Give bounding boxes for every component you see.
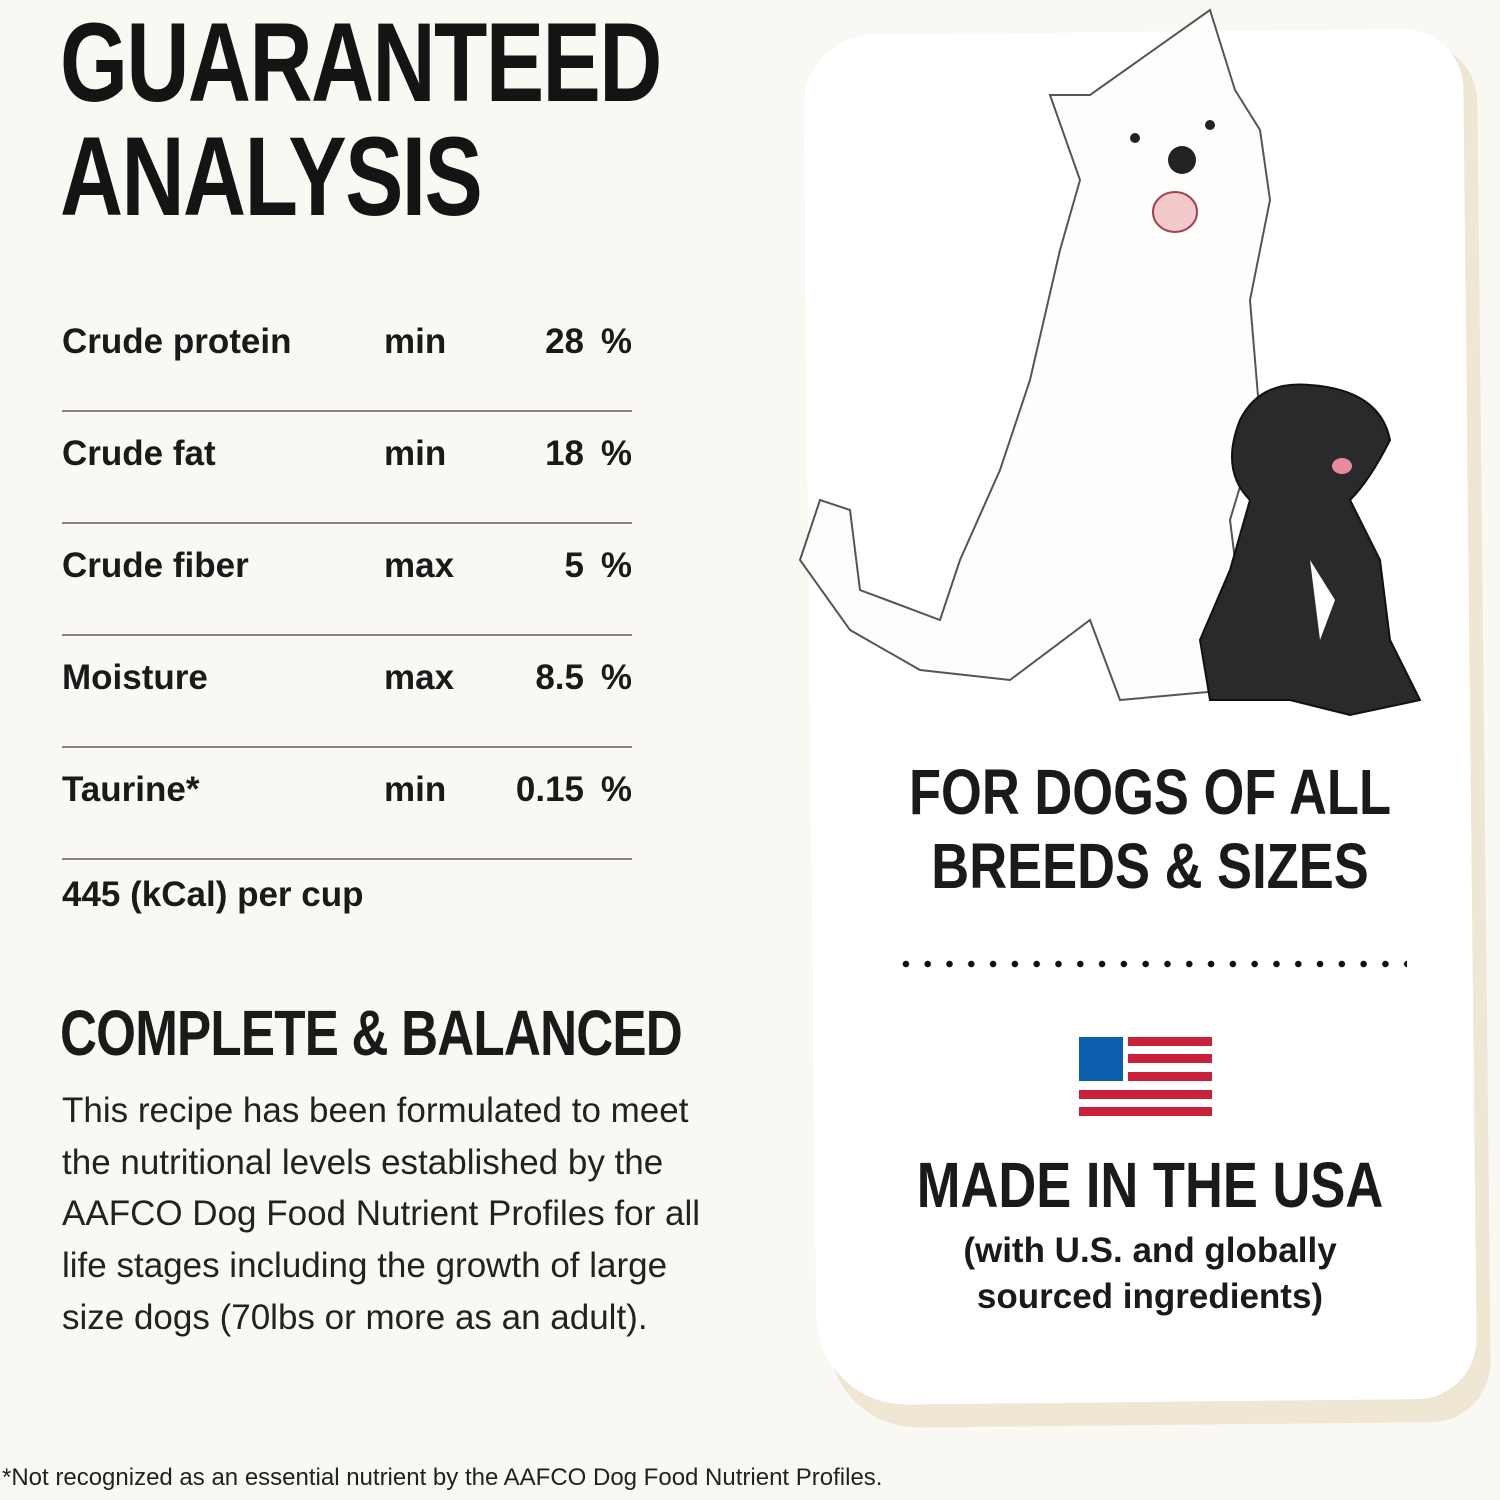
breeds-line: FOR DOGS OF ALL [908,756,1392,828]
nutrient-unit: % [600,770,632,809]
us-flag-icon [1079,1037,1212,1116]
breeds-line: BREEDS & SIZES [931,830,1369,902]
title-line: GUARANTEED [60,0,662,125]
nutrient-name: Taurine* [62,770,200,809]
sourcing-line: (with U.S. and globally [963,1231,1337,1270]
nutrient-name: Crude fat [62,434,216,473]
nutrient-kind: min [384,322,447,361]
sourcing-line: sourced ingredients) [976,1277,1324,1316]
nutrient-unit: % [600,322,632,361]
table-row: Moisture max 8.5 % [62,636,632,748]
complete-balanced-text: This recipe has been formulated to meet … [62,1091,701,1337]
nutrient-value: 18 [545,434,584,473]
nutrient-unit: % [600,546,632,585]
nutrient-kind: min [384,770,447,809]
nutrient-kind: min [384,434,447,473]
sourcing-note: (with U.S. and globally sourced ingredie… [850,1228,1450,1320]
nutrient-value: 28 [545,322,584,361]
title-line: ANALYSIS [60,114,483,239]
calories-per-cup: 445 (kCal) per cup [62,875,364,914]
made-in-usa-heading: MADE IN THE USA [916,1149,1384,1221]
nutrient-unit: % [600,658,632,697]
nutrient-kind: max [384,546,455,585]
nutrient-name: Crude fiber [62,546,249,585]
complete-balanced-heading: COMPLETE & BALANCED [60,997,683,1069]
dotted-divider [895,960,1407,968]
breeds-heading: FOR DOGS OF ALL BREEDS & SIZES [904,755,1396,903]
nutrient-value: 8.5 [535,658,584,697]
nutrient-name: Crude protein [62,322,292,361]
nutrient-name: Moisture [62,658,208,697]
dogs-illustration [798,8,1422,717]
table-row: Taurine* min 0.15 % [62,748,632,860]
nutrient-kind: max [384,658,455,697]
table-row: Crude fat min 18 % [62,412,632,524]
guaranteed-analysis-table: Crude protein min 28 % Crude fat min 18 … [62,300,632,860]
table-row: Crude fiber max 5 % [62,524,632,636]
nutrient-unit: % [600,434,632,473]
nutrient-value: 5 [564,546,584,585]
page-title: GUARANTEED ANALYSIS [60,0,662,239]
table-row: Crude protein min 28 % [62,300,632,412]
footnote: *Not recognized as an essential nutrient… [2,1464,883,1491]
nutrient-value: 0.15 [515,770,584,809]
